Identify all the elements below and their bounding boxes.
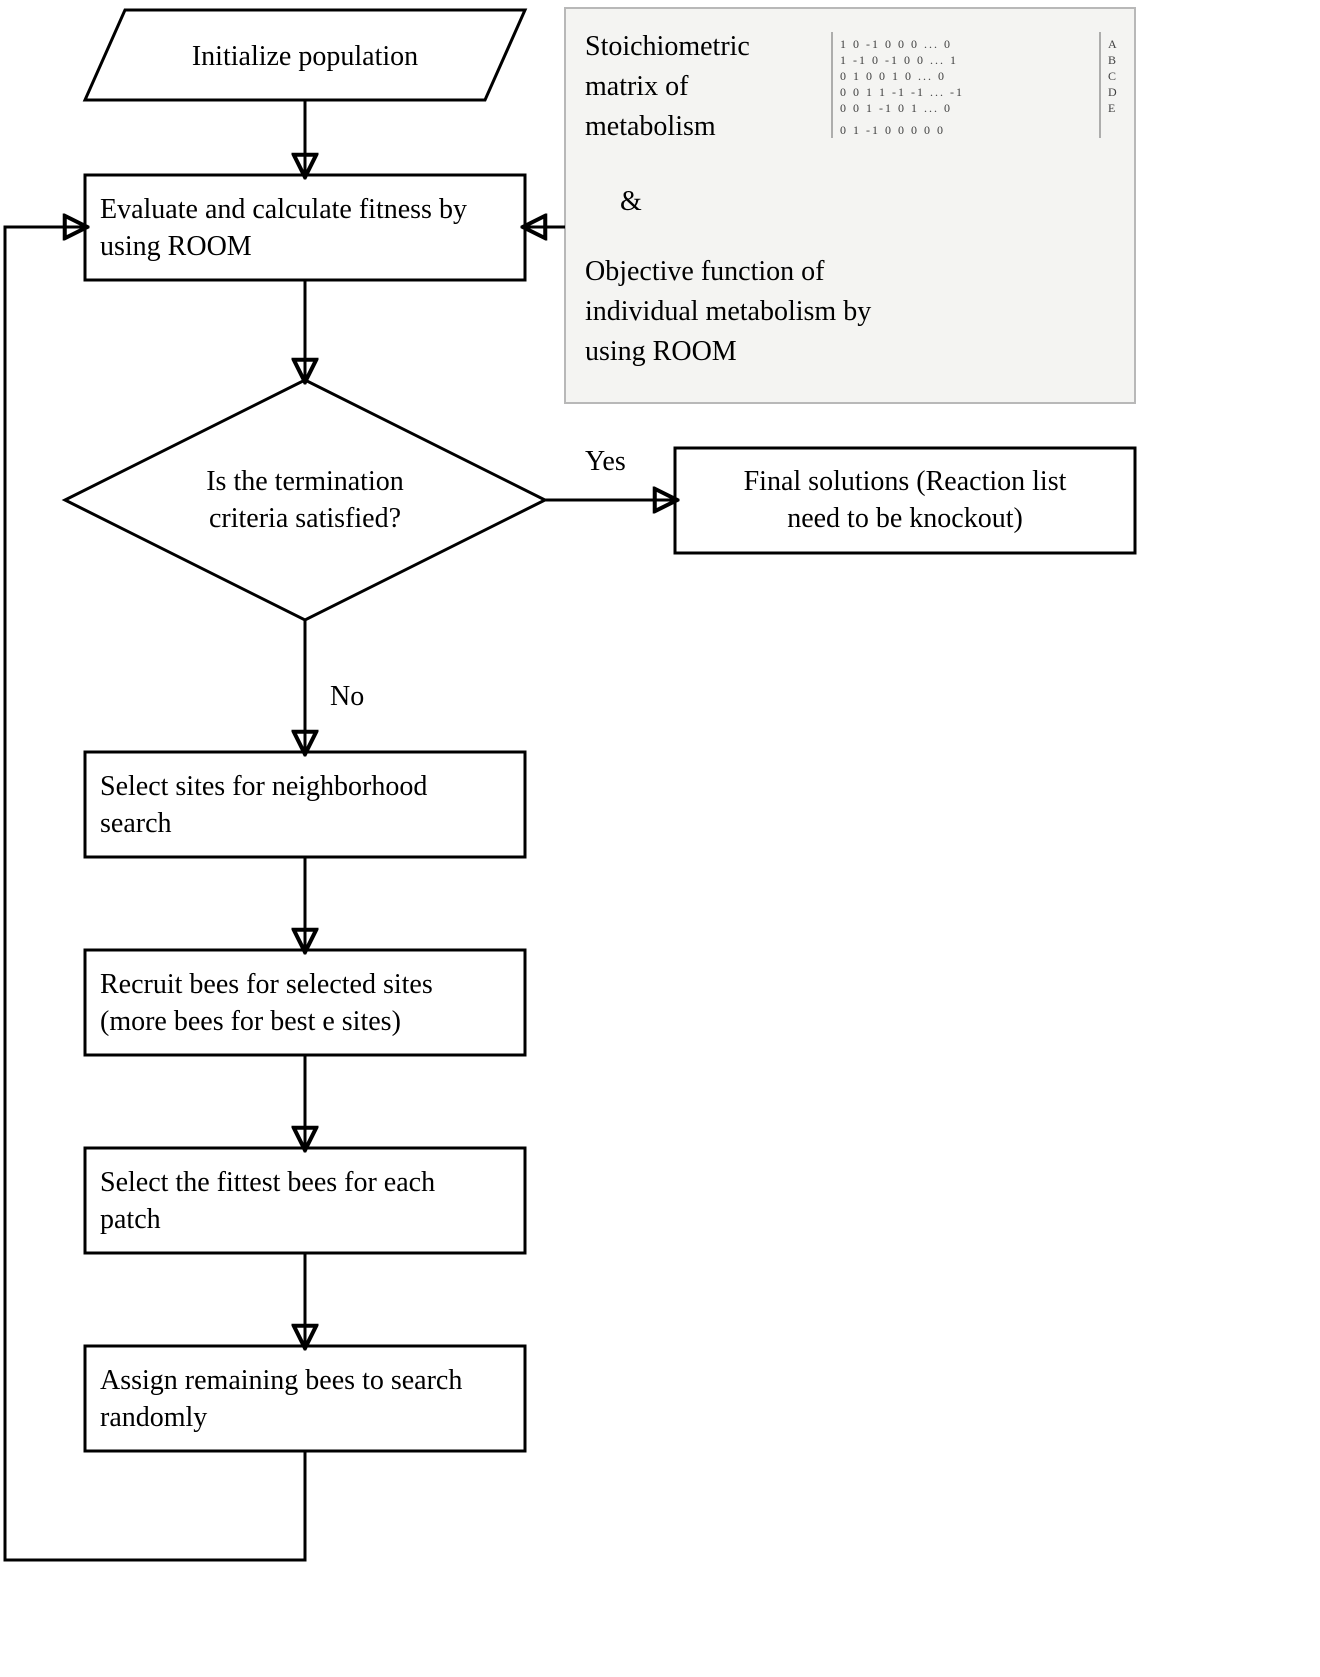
- sidebox-line3: metabolism: [585, 111, 716, 142]
- node-decision: Is the termination criteria satisfied?: [65, 380, 545, 620]
- svg-text:C: C: [1108, 69, 1118, 83]
- svg-text:D: D: [1108, 85, 1119, 99]
- fittest-line2: patch: [100, 1204, 161, 1235]
- select-line1: Select sites for neighborhood: [100, 771, 427, 802]
- evaluate-line1: Evaluate and calculate fitness by: [100, 194, 467, 225]
- label-yes: Yes: [585, 446, 626, 477]
- assign-line2: randomly: [100, 1402, 207, 1433]
- select-line2: search: [100, 808, 172, 839]
- assign-line1: Assign remaining bees to search: [100, 1365, 462, 1396]
- init-text: Initialize population: [192, 41, 418, 72]
- final-line2: need to be knockout): [787, 503, 1023, 534]
- sidebox-line5: individual metabolism by: [585, 296, 871, 327]
- node-fittest: Select the fittest bees for each patch: [85, 1148, 525, 1253]
- node-evaluate: Evaluate and calculate fitness by using …: [85, 175, 525, 280]
- recruit-line1: Recruit bees for selected sites: [100, 969, 433, 1000]
- recruit-line2: (more bees for best e sites): [100, 1006, 401, 1037]
- node-recruit: Recruit bees for selected sites (more be…: [85, 950, 525, 1055]
- svg-text:0 1 0 0 1 0 ... 0: 0 1 0 0 1 0 ... 0: [840, 69, 946, 83]
- fittest-line1: Select the fittest bees for each: [100, 1167, 435, 1198]
- svg-text:1 -1 0 -1 0 0 ... 1: 1 -1 0 -1 0 0 ... 1: [840, 53, 958, 67]
- side-info-box: Stoichiometric matrix of metabolism & Ob…: [565, 8, 1135, 403]
- svg-text:A: A: [1108, 37, 1119, 51]
- node-init: Initialize population: [85, 10, 525, 100]
- node-assign: Assign remaining bees to search randomly: [85, 1346, 525, 1451]
- svg-text:1 0 -1 0 0 0 ... 0: 1 0 -1 0 0 0 ... 0: [840, 37, 952, 51]
- svg-text:0 1 -1 0 0 0 0 0: 0 1 -1 0 0 0 0 0: [840, 123, 945, 137]
- svg-text:0 0 1 -1 0 1 ... 0: 0 0 1 -1 0 1 ... 0: [840, 101, 952, 115]
- sidebox-line4: Objective function of: [585, 256, 825, 287]
- final-line1: Final solutions (Reaction list: [744, 466, 1067, 497]
- node-select-sites: Select sites for neighborhood search: [85, 752, 525, 857]
- node-final: Final solutions (Reaction list need to b…: [675, 448, 1135, 553]
- sidebox-line1: Stoichiometric: [585, 31, 750, 62]
- sidebox-line6: using ROOM: [585, 336, 737, 367]
- decision-line1: Is the termination: [206, 466, 404, 497]
- sidebox-line2: matrix of: [585, 71, 689, 102]
- label-no: No: [330, 681, 364, 712]
- svg-text:E: E: [1108, 101, 1117, 115]
- evaluate-line2: using ROOM: [100, 231, 252, 262]
- flowchart-canvas: Stoichiometric matrix of metabolism & Ob…: [0, 0, 1320, 1677]
- svg-text:B: B: [1108, 53, 1118, 67]
- sidebox-amp: &: [620, 186, 642, 217]
- svg-text:0 0 1 1 -1 -1 ... -1: 0 0 1 1 -1 -1 ... -1: [840, 85, 964, 99]
- decision-line2: criteria satisfied?: [209, 503, 401, 534]
